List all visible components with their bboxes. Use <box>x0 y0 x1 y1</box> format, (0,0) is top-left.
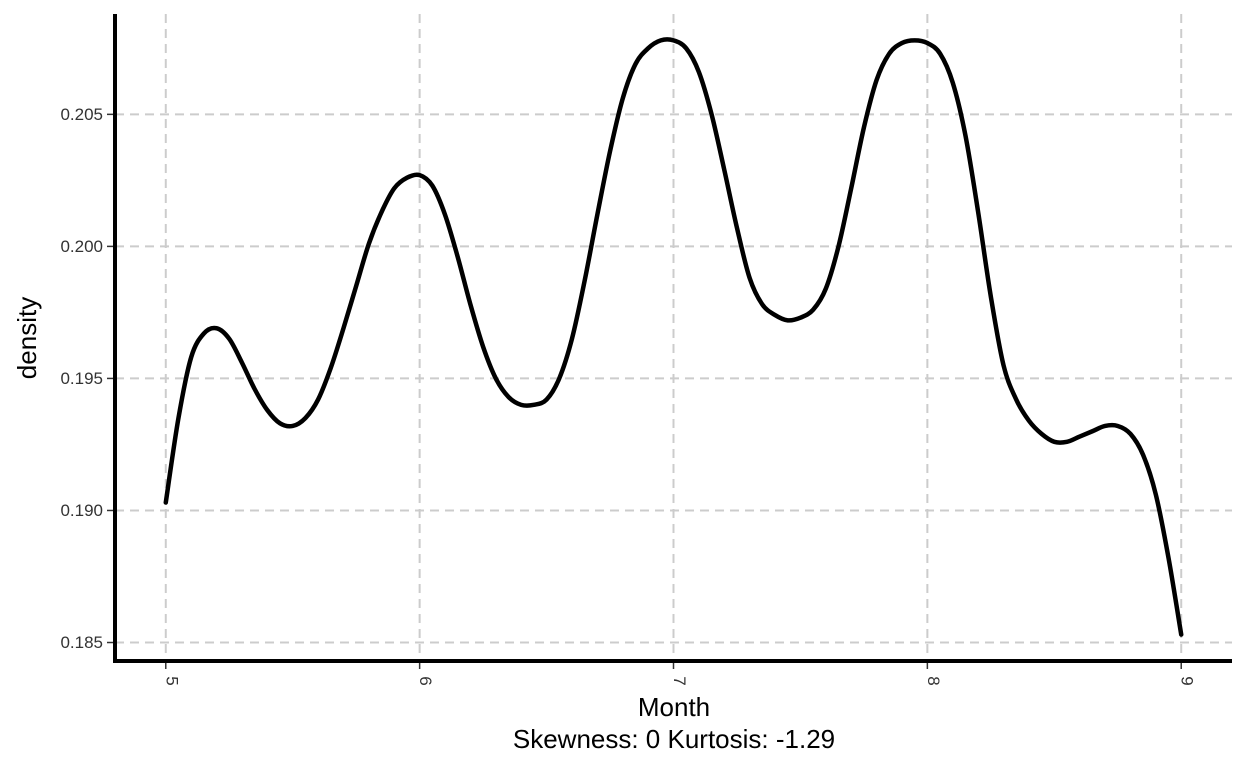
x-tick-label: 5 <box>162 676 181 685</box>
y-tick-label: 0.185 <box>60 633 103 652</box>
y-tick-label: 0.205 <box>60 105 103 124</box>
vertical-gridlines <box>164 14 1183 661</box>
density-curve <box>163 37 1184 637</box>
x-axis-title: Month <box>638 692 710 722</box>
x-tick-label: 6 <box>416 676 435 685</box>
x-axis-ticks: 5 6 7 8 9 <box>162 663 1197 686</box>
y-tick-label: 0.195 <box>60 369 103 388</box>
x-tick-label: 8 <box>924 676 943 685</box>
x-axis-caption: Skewness: 0 Kurtosis: -1.29 <box>513 724 835 754</box>
x-tick-label: 7 <box>670 676 689 685</box>
y-axis-title: density <box>12 297 42 379</box>
horizontal-gridlines <box>115 113 1232 644</box>
x-tick-label: 9 <box>1178 676 1197 685</box>
y-tick-label: 0.190 <box>60 501 103 520</box>
y-tick-label: 0.200 <box>60 237 103 256</box>
y-axis-ticks: 0.185 0.190 0.195 0.200 0.205 <box>60 105 113 652</box>
